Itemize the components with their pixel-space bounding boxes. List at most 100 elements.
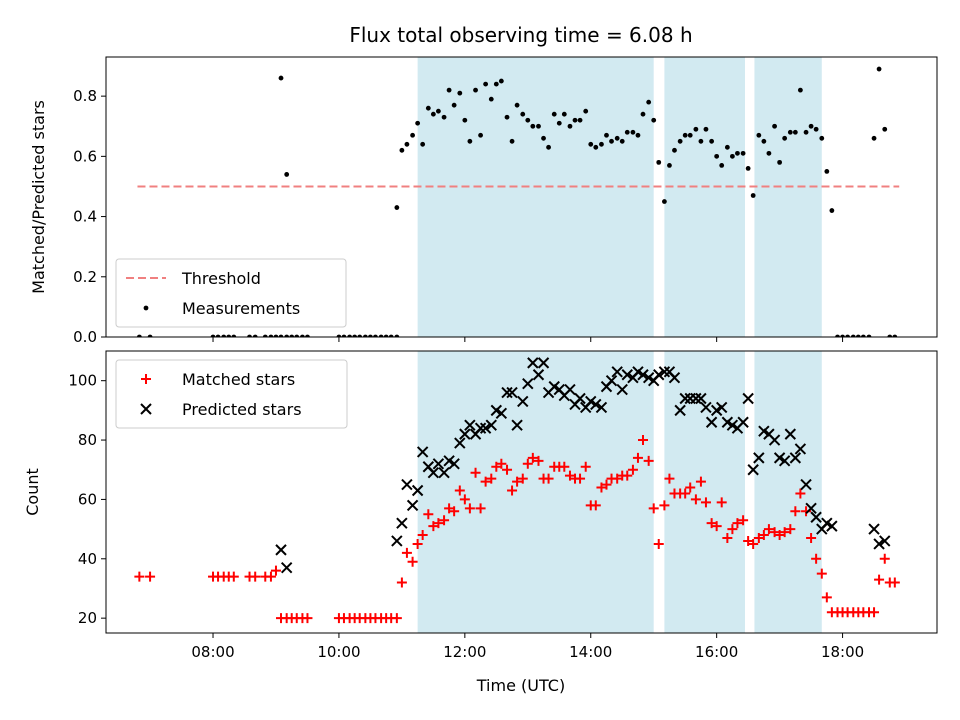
predicted-point bbox=[868, 523, 880, 535]
measurement-point bbox=[667, 162, 672, 168]
predicted-point bbox=[695, 392, 707, 405]
measurement-point bbox=[866, 334, 872, 337]
measurement-point bbox=[840, 334, 845, 337]
observing-interval-1 bbox=[664, 57, 745, 337]
measurement-point bbox=[819, 135, 825, 141]
measurement-point bbox=[556, 120, 562, 126]
measurement-point bbox=[457, 90, 463, 96]
x-tick-label: 16:00 bbox=[695, 643, 738, 661]
matched-point bbox=[743, 535, 754, 546]
measurement-point bbox=[467, 138, 473, 144]
matched-point bbox=[423, 509, 434, 520]
measurement-point bbox=[860, 334, 866, 337]
measurement-point bbox=[226, 334, 232, 337]
matched-point bbox=[638, 435, 649, 446]
measurement-point bbox=[210, 334, 216, 337]
predicted-point bbox=[879, 535, 891, 547]
matched-point bbox=[795, 488, 806, 499]
matched-point bbox=[480, 476, 491, 487]
observing-interval-2 bbox=[754, 57, 822, 337]
matched-point bbox=[874, 574, 885, 585]
measurement-point bbox=[662, 199, 667, 204]
x-tick-label: 14:00 bbox=[569, 643, 612, 661]
legend-box bbox=[115, 258, 347, 328]
observing-interval-1 bbox=[664, 351, 745, 633]
predicted-point bbox=[527, 357, 539, 369]
bottom-panel: 20 40 60 80 100 08:00 10:00 12:00 14:00 16:00 18:0… bbox=[23, 350, 938, 661]
matched-point bbox=[806, 533, 817, 544]
measurement-point bbox=[797, 87, 803, 93]
measurement-point bbox=[614, 135, 620, 141]
matched-point bbox=[517, 473, 528, 484]
measurement-point bbox=[824, 169, 830, 174]
matched-point bbox=[433, 518, 444, 529]
matched-point bbox=[428, 521, 439, 532]
predicted-point bbox=[742, 392, 754, 405]
matched-point bbox=[601, 479, 612, 490]
measurement-point bbox=[588, 141, 594, 147]
predicted-point bbox=[794, 443, 807, 455]
measurement-point bbox=[336, 334, 342, 337]
predicted-point bbox=[611, 366, 623, 378]
matched-point bbox=[732, 518, 743, 529]
measurement-point bbox=[772, 123, 777, 129]
y-tick-label: 0.4 bbox=[73, 208, 97, 226]
matched-point bbox=[134, 571, 145, 582]
predicted-point bbox=[495, 407, 508, 420]
predicted-point bbox=[438, 466, 450, 479]
predicted-point bbox=[800, 478, 812, 491]
measurement-point bbox=[855, 334, 861, 337]
legend-label: Measurements bbox=[182, 299, 300, 318]
predicted-point bbox=[574, 392, 586, 405]
measurement-point bbox=[493, 81, 499, 87]
measurement-point bbox=[551, 111, 557, 117]
predicted-point bbox=[595, 401, 608, 414]
measurement-point bbox=[446, 87, 452, 93]
matched-point bbox=[417, 530, 428, 541]
measurement-point bbox=[373, 334, 378, 337]
matched-point bbox=[690, 494, 701, 505]
x-tick-label: 12:00 bbox=[443, 643, 486, 661]
measurement-point bbox=[808, 123, 814, 129]
matched-point bbox=[250, 571, 261, 582]
measurement-point bbox=[509, 138, 515, 144]
measurement-point bbox=[803, 129, 809, 135]
predicted-point bbox=[275, 544, 287, 556]
y-axis-label: Count bbox=[23, 468, 42, 516]
predicted-point bbox=[564, 383, 576, 396]
y-tick-label: 60 bbox=[78, 490, 97, 508]
x-tick-label: 18:00 bbox=[821, 643, 864, 661]
matched-point bbox=[265, 571, 276, 582]
measurement-point bbox=[892, 334, 898, 337]
predicted-point bbox=[784, 428, 797, 440]
matched-point bbox=[507, 485, 518, 496]
predicted-point bbox=[753, 452, 765, 464]
measurement-point bbox=[583, 108, 589, 114]
measurement-point bbox=[761, 138, 767, 144]
matched-point bbox=[464, 503, 475, 514]
measurement-point bbox=[425, 105, 431, 111]
measurement-point bbox=[289, 334, 295, 337]
matched-point bbox=[228, 571, 239, 582]
legend-label: Matched stars bbox=[182, 370, 295, 389]
measurement-point bbox=[672, 147, 677, 153]
matched-point bbox=[648, 503, 659, 514]
predicted-point bbox=[511, 419, 523, 431]
matched-point bbox=[486, 473, 497, 484]
measurement-point bbox=[504, 114, 510, 120]
measurement-point bbox=[609, 138, 614, 144]
measurement-point bbox=[368, 334, 373, 337]
measurement-point bbox=[410, 132, 415, 138]
matched-point bbox=[706, 518, 717, 529]
matched-point bbox=[753, 533, 764, 544]
measurement-point bbox=[766, 150, 772, 156]
matched-point bbox=[270, 565, 281, 576]
predicted-point bbox=[479, 422, 492, 434]
matched-point bbox=[590, 500, 601, 511]
measurement-point bbox=[284, 172, 290, 177]
legend-label: Predicted stars bbox=[182, 400, 302, 419]
matched-point bbox=[302, 613, 313, 624]
matched-point bbox=[533, 455, 544, 466]
plot-frame bbox=[105, 350, 938, 634]
matched-point bbox=[790, 506, 801, 517]
